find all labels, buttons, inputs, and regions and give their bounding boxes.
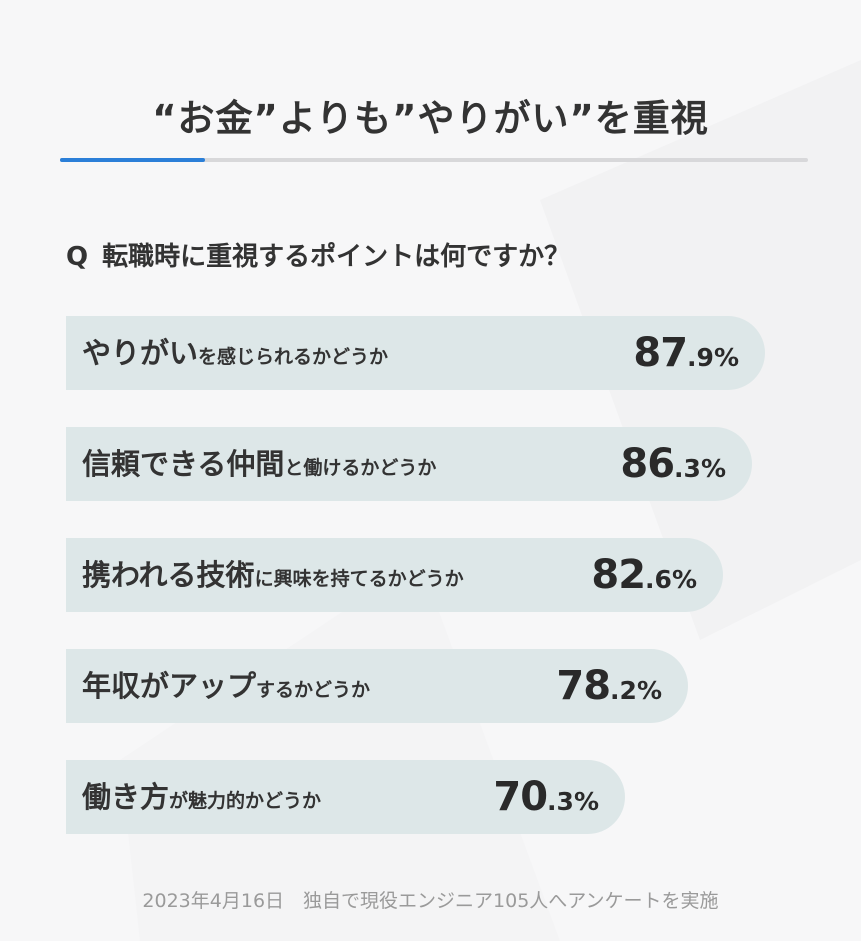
title-underline-accent bbox=[60, 158, 205, 162]
bar-value-integer: 82 bbox=[591, 552, 646, 598]
bar-value-label: 87.9% bbox=[633, 316, 739, 390]
survey-note: 2023年4月16日 独自で現役エンジニア105人へアンケートを実施 bbox=[142, 890, 719, 912]
bar-label-main: やりがい bbox=[82, 336, 199, 370]
bar-value-integer: 78 bbox=[556, 663, 611, 709]
bar-value-decimal: .3% bbox=[674, 454, 726, 483]
bar-2: 信頼できる仲間と働けるかどうか 86.3% bbox=[66, 427, 752, 501]
question-text: 転職時に重視するポイントは何ですか？ bbox=[102, 242, 571, 272]
bar-value-integer: 70 bbox=[493, 774, 548, 820]
bar-label: 働き方が魅力的かどうか bbox=[82, 760, 321, 834]
bar-value-label: 78.2% bbox=[556, 649, 662, 723]
bar-value-decimal: .9% bbox=[687, 343, 739, 372]
bar-value-label: 82.6% bbox=[591, 538, 697, 612]
question-heading: Q 転職時に重視するポイントは何ですか？ bbox=[66, 236, 570, 273]
bar-3: 携われる技術に興味を持てるかどうか 82.6% bbox=[66, 538, 723, 612]
bar-label-sub: と働けるかどうか bbox=[284, 457, 437, 479]
bar-label-sub: するかどうか bbox=[256, 679, 371, 701]
question-marker: Q bbox=[66, 242, 89, 272]
bar-label-main: 信頼できる仲間 bbox=[82, 447, 285, 481]
bar-label: 年収がアップするかどうか bbox=[82, 649, 370, 723]
bar-value-integer: 87 bbox=[633, 330, 688, 376]
bar-label-sub: に興味を持てるかどうか bbox=[254, 568, 464, 590]
bar-value-decimal: .6% bbox=[645, 565, 697, 594]
bar-label-sub: が魅力的かどうか bbox=[169, 790, 322, 812]
bar-value-decimal: .2% bbox=[610, 676, 662, 705]
bar-label-main: 年収がアップ bbox=[82, 669, 257, 703]
bar-value-label: 86.3% bbox=[620, 427, 726, 501]
bar-5: 働き方が魅力的かどうか 70.3% bbox=[66, 760, 625, 834]
bar-label: やりがいを感じられるかどうか bbox=[82, 316, 388, 390]
bar-label: 携われる技術に興味を持てるかどうか bbox=[82, 538, 464, 612]
title-underline bbox=[60, 158, 808, 162]
bar-label-main: 働き方 bbox=[82, 780, 170, 814]
bar-4: 年収がアップするかどうか 78.2% bbox=[66, 649, 688, 723]
bar-1: やりがいを感じられるかどうか 87.9% bbox=[66, 316, 765, 390]
bar-label: 信頼できる仲間と働けるかどうか bbox=[82, 427, 436, 501]
bar-value-integer: 86 bbox=[620, 441, 675, 487]
bar-label-sub: を感じられるかどうか bbox=[198, 346, 389, 368]
chart-title: “お金”よりも”やりがい”を重視 bbox=[152, 97, 709, 140]
bar-value-label: 70.3% bbox=[493, 760, 599, 834]
bar-label-main: 携われる技術 bbox=[82, 558, 255, 592]
bar-value-decimal: .3% bbox=[547, 787, 599, 816]
